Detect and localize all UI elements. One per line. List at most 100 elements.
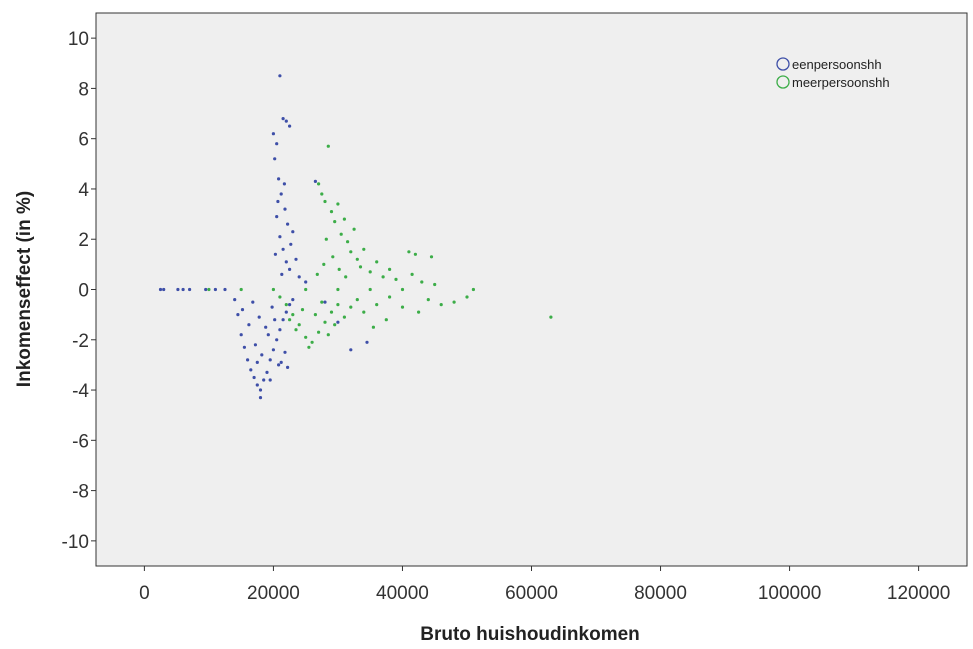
data-point-meerpersoonshh [368,270,372,274]
data-point-meerpersoonshh [239,287,243,292]
series-meerpersoonshh [207,144,553,349]
data-point-eenpersoonshh [282,182,286,186]
data-point-eenpersoonshh [247,323,251,327]
data-point-meerpersoonshh [331,255,335,259]
data-point-eenpersoonshh [251,300,255,304]
data-point-meerpersoonshh [362,310,366,314]
data-point-meerpersoonshh [407,250,411,254]
data-point-eenpersoonshh [258,396,263,400]
data-point-meerpersoonshh [355,298,359,302]
data-point-eenpersoonshh [252,375,256,380]
data-point-eenpersoonshh [260,353,264,357]
data-point-eenpersoonshh [291,230,295,234]
data-point-meerpersoonshh [355,257,359,261]
data-point-meerpersoonshh [307,345,311,349]
data-point-eenpersoonshh [258,388,263,392]
data-point-meerpersoonshh [336,287,340,292]
data-point-eenpersoonshh [280,272,284,276]
legend-label-eenpersoonshh: eenpersoonshh [792,57,882,72]
data-point-eenpersoonshh [158,287,163,292]
data-point-eenpersoonshh [270,305,274,309]
data-point-meerpersoonshh [465,295,469,299]
data-point-meerpersoonshh [368,287,372,292]
x-tick-label: 20000 [247,583,300,604]
data-point-eenpersoonshh [289,242,293,246]
data-point-meerpersoonshh [278,295,282,299]
data-point-eenpersoonshh [265,370,269,374]
data-point-meerpersoonshh [417,310,421,314]
data-point-eenpersoonshh [181,287,185,292]
data-point-meerpersoonshh [413,252,417,256]
data-point-meerpersoonshh [388,267,392,271]
data-point-eenpersoonshh [268,378,272,382]
data-point-eenpersoonshh [273,318,277,322]
data-point-meerpersoonshh [349,250,353,254]
points-layer [158,74,553,400]
data-point-eenpersoonshh [257,315,261,319]
data-point-meerpersoonshh [324,237,328,241]
y-tick-label: -6 [72,431,89,452]
data-point-eenpersoonshh [288,303,292,307]
data-point-eenpersoonshh [162,287,166,292]
data-point-eenpersoonshh [236,313,240,317]
data-point-eenpersoonshh [278,235,282,239]
data-point-eenpersoonshh [242,345,246,349]
data-point-eenpersoonshh [365,340,369,344]
x-tick-label: 40000 [376,583,429,604]
data-point-eenpersoonshh [233,298,237,302]
data-point-eenpersoonshh [288,124,292,128]
data-point-eenpersoonshh [253,343,257,347]
data-point-meerpersoonshh [452,300,456,304]
axes-layer: 10 8 6 4 2 0 -2 -4 -6 -8 -10 0 20000 40000 60000 80000 1… [62,29,951,604]
data-point-eenpersoonshh [176,287,180,292]
data-point-eenpersoonshh [281,117,285,121]
data-point-eenpersoonshh [266,333,270,337]
data-point-meerpersoonshh [297,323,301,327]
data-point-eenpersoonshh [286,365,290,369]
data-point-meerpersoonshh [313,313,317,317]
data-point-meerpersoonshh [339,232,343,236]
data-point-meerpersoonshh [333,220,337,224]
data-point-meerpersoonshh [320,300,324,304]
data-point-eenpersoonshh [288,267,292,271]
x-tick-label: 80000 [634,583,687,604]
plot-area [95,12,968,567]
data-point-eenpersoonshh [204,287,208,292]
data-point-meerpersoonshh [549,315,553,319]
y-tick-label: 2 [78,230,89,251]
data-point-meerpersoonshh [342,217,346,221]
data-point-eenpersoonshh [278,328,282,332]
data-point-eenpersoonshh [284,310,288,314]
data-point-eenpersoonshh [284,119,288,123]
data-point-eenpersoonshh [223,287,227,292]
y-tick-label: 8 [78,79,89,100]
data-point-eenpersoonshh [336,320,340,324]
data-point-eenpersoonshh [284,260,288,264]
data-point-meerpersoonshh [420,280,424,284]
y-tick-label: -10 [62,532,89,553]
data-point-meerpersoonshh [371,325,375,329]
data-point-meerpersoonshh [326,333,330,337]
y-tick-label: -2 [72,331,89,352]
data-point-meerpersoonshh [315,272,319,276]
data-point-meerpersoonshh [388,295,392,299]
data-point-meerpersoonshh [317,330,321,334]
legend: eenpersoonshh meerpersoonshh [776,57,890,90]
data-point-eenpersoonshh [246,358,250,362]
data-point-meerpersoonshh [300,308,305,312]
data-point-meerpersoonshh [337,267,341,271]
data-point-eenpersoonshh [213,287,217,292]
y-tick-label: 0 [78,281,89,302]
data-point-meerpersoonshh [400,287,405,292]
data-point-meerpersoonshh [323,199,327,204]
x-tick-label: 60000 [505,583,558,604]
data-point-meerpersoonshh [426,298,430,302]
data-point-meerpersoonshh [288,318,292,322]
data-point-eenpersoonshh [349,348,353,352]
data-point-meerpersoonshh [207,287,211,292]
data-point-eenpersoonshh [273,252,277,256]
data-point-eenpersoonshh [276,199,280,204]
data-point-meerpersoonshh [326,144,330,148]
data-point-eenpersoonshh [273,157,277,161]
data-point-eenpersoonshh [239,333,243,337]
